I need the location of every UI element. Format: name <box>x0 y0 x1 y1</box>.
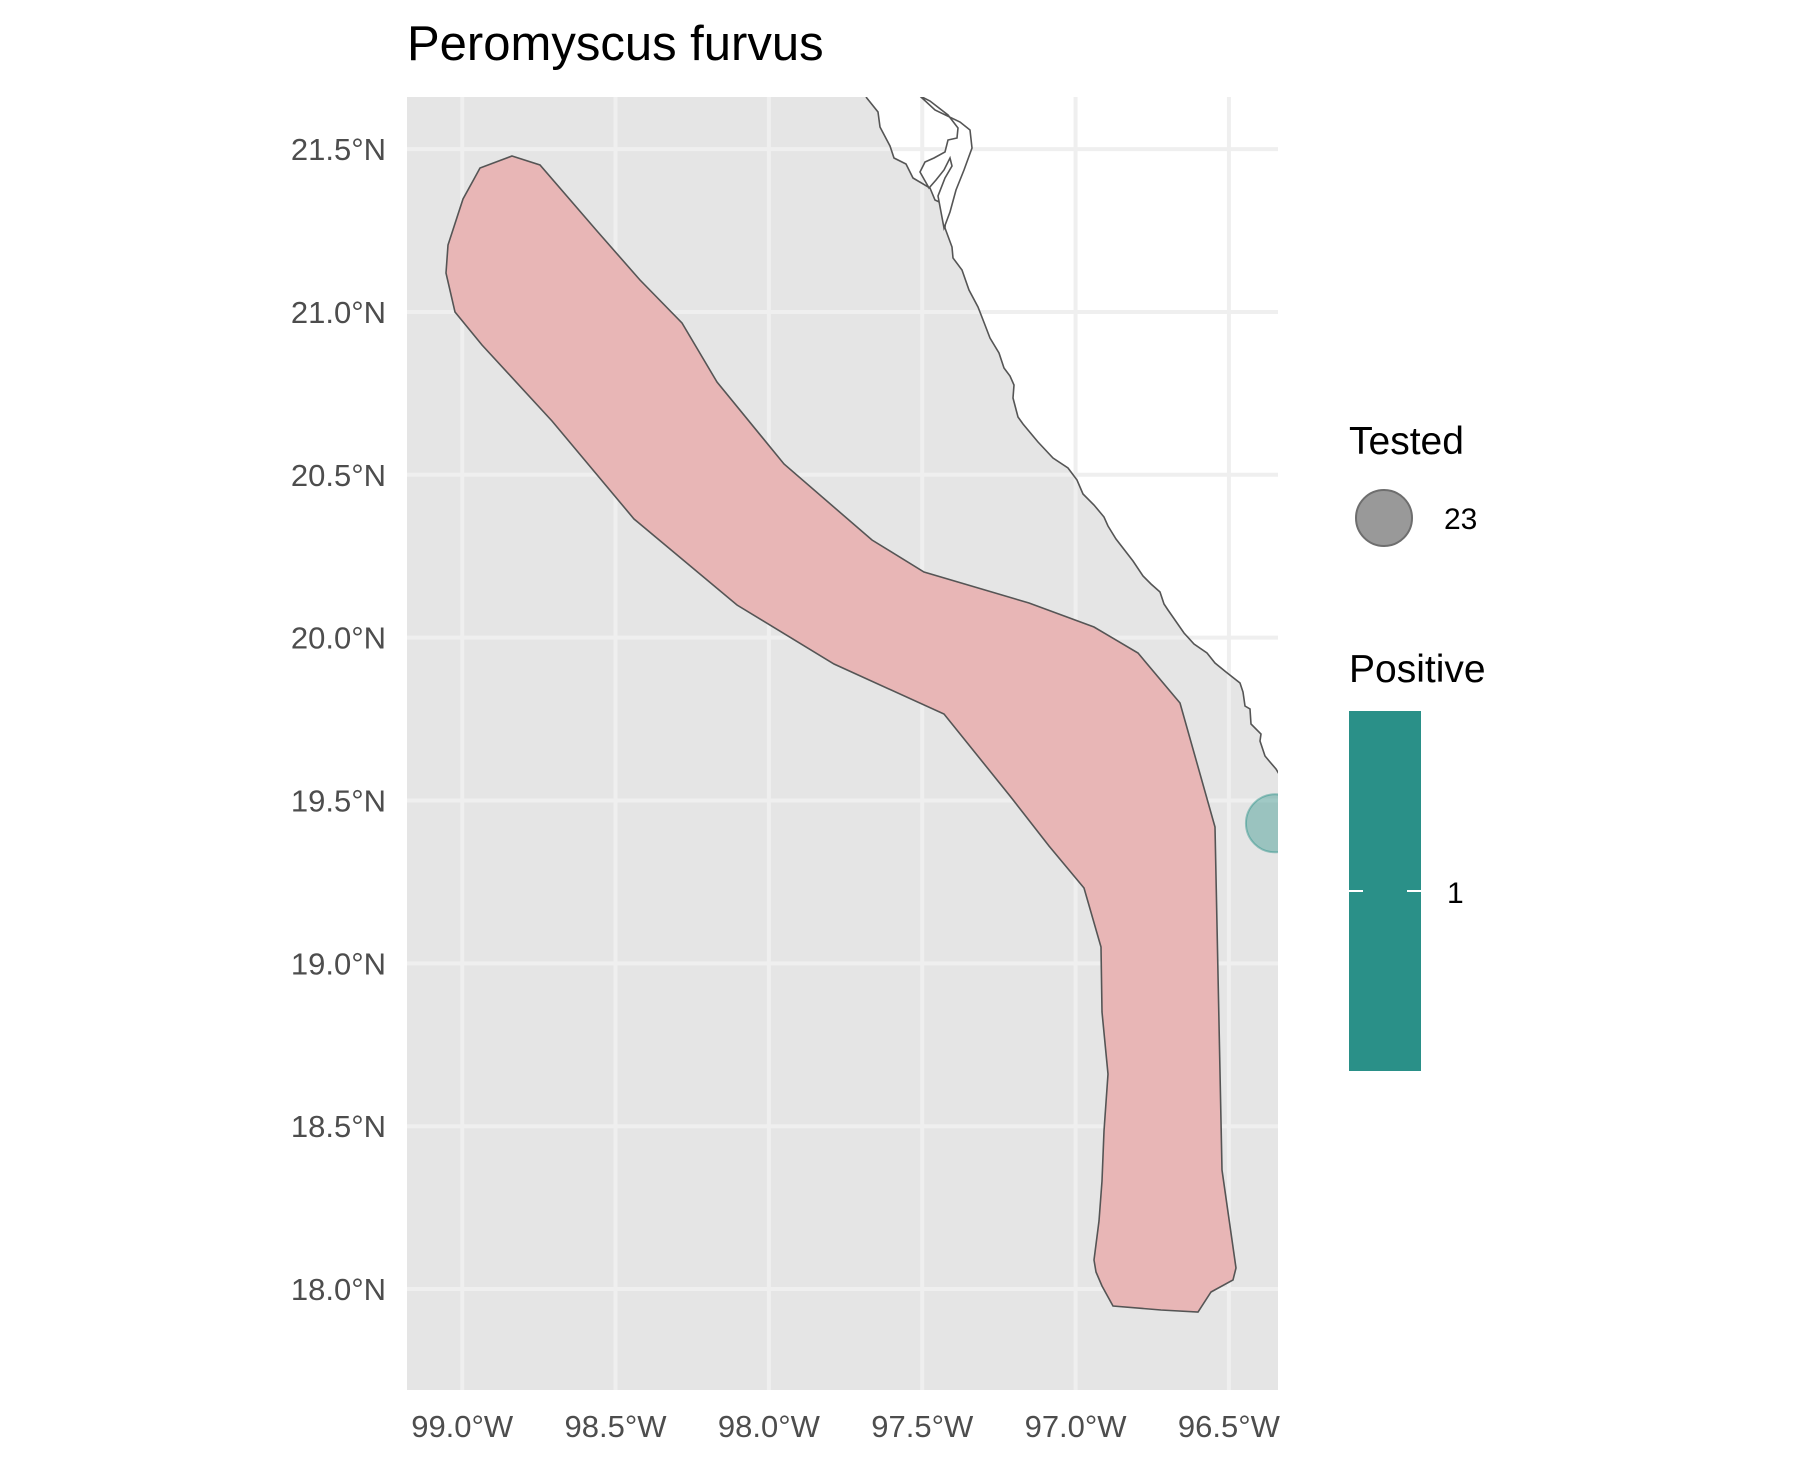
legend-tested: Tested 23 <box>1349 420 1477 547</box>
y-tick-label: 20.0°N <box>291 621 386 656</box>
map-panel <box>407 97 1278 1390</box>
y-tick-label: 21.0°N <box>291 295 386 330</box>
legend-tested-label: 23 <box>1444 503 1477 536</box>
x-axis: 99.0°W 98.5°W 98.0°W 97.5°W 97.0°W 96.5°W <box>411 1409 1280 1444</box>
map-title: Peromyscus furvus <box>407 17 824 71</box>
y-tick-label: 20.5°N <box>291 458 386 493</box>
y-tick-label: 19.0°N <box>291 946 386 981</box>
y-axis: 21.5°N 21.0°N 20.5°N 20.0°N 19.5°N 19.0°N 18.5… <box>291 132 386 1307</box>
x-tick-label: 98.5°W <box>565 1409 668 1444</box>
x-tick-label: 96.5°W <box>1178 1409 1281 1444</box>
sample-point <box>1244 793 1278 854</box>
y-tick-label: 18.5°N <box>291 1109 386 1144</box>
x-tick-label: 97.0°W <box>1025 1409 1128 1444</box>
legend-positive-title: Positive <box>1349 648 1486 691</box>
y-tick-label: 21.5°N <box>291 132 386 167</box>
y-tick-label: 19.5°N <box>291 783 386 818</box>
legend-tested-title: Tested <box>1349 420 1464 463</box>
lagoon-outline <box>919 97 973 231</box>
legend-positive: Positive 1 <box>1349 648 1486 1071</box>
x-tick-label: 98.0°W <box>718 1409 821 1444</box>
x-tick-label: 99.0°W <box>411 1409 514 1444</box>
legend-positive-label: 1 <box>1447 877 1464 910</box>
y-tick-label: 18.0°N <box>291 1272 386 1307</box>
legend-tested-key <box>1355 489 1413 547</box>
x-tick-label: 97.5°W <box>871 1409 974 1444</box>
species-range-polygon <box>445 155 1237 1313</box>
